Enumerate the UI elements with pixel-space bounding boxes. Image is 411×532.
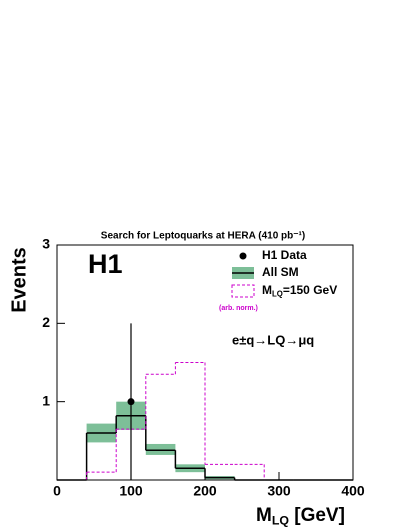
y-tick-label: 3 bbox=[42, 236, 50, 252]
x-tick-label: 300 bbox=[267, 483, 291, 499]
legend-marker bbox=[239, 252, 247, 260]
x-tick-label: 100 bbox=[119, 483, 143, 499]
x-tick-label: 0 bbox=[53, 483, 61, 499]
x-axis-label-part: [GeV] bbox=[289, 505, 345, 526]
y-tick-label: 2 bbox=[42, 314, 50, 330]
chart-title: Search for Leptoquarks at HERA (410 pb⁻¹… bbox=[101, 231, 305, 242]
y-tick-label: 1 bbox=[42, 392, 50, 408]
legend-label: All SM bbox=[262, 265, 299, 279]
legend-label: MLQ=150 GeV bbox=[262, 283, 337, 298]
x-axis-label: MLQ [GeV] bbox=[256, 505, 345, 528]
x-axis-label-part: M bbox=[256, 505, 272, 526]
legend-marker bbox=[231, 284, 255, 298]
legend-label-part: H1 Data bbox=[262, 248, 307, 262]
process-label: e±q→LQ→μq bbox=[232, 332, 314, 347]
legend-label-part: All SM bbox=[262, 265, 299, 279]
x-tick-label: 200 bbox=[193, 483, 217, 499]
legend-label-part: LQ bbox=[272, 290, 283, 299]
experiment-label: H1 bbox=[88, 249, 123, 279]
legend-label: H1 Data bbox=[262, 248, 307, 262]
uncertainty-band bbox=[145, 443, 176, 455]
norm-note: (arb. norm.) bbox=[219, 305, 258, 312]
x-tick-label: 400 bbox=[341, 483, 365, 499]
legend-label-part: =150 GeV bbox=[283, 283, 337, 297]
y-axis-label: Events bbox=[8, 247, 30, 313]
x-axis-label-part: LQ bbox=[272, 514, 290, 528]
data-point bbox=[127, 398, 135, 406]
legend-label-part: M bbox=[262, 283, 272, 297]
